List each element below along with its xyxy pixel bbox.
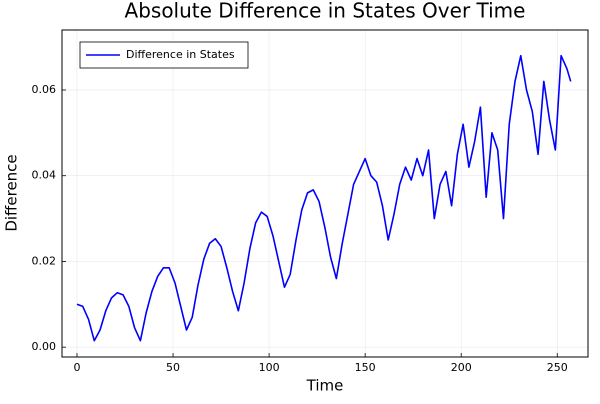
x-tick-label: 100 <box>259 361 280 374</box>
x-tick-label: 0 <box>73 361 80 374</box>
x-tick-label: 250 <box>547 361 568 374</box>
y-tick-label: 0.06 <box>32 83 57 96</box>
legend-label: Difference in States <box>126 48 235 61</box>
y-axis-label: Difference <box>3 154 21 231</box>
chart-title: Absolute Difference in States Over Time <box>125 0 526 23</box>
data-line <box>76 54 572 342</box>
x-tick-label: 150 <box>355 361 376 374</box>
x-tick-label: 200 <box>451 361 472 374</box>
y-tick-label: 0.00 <box>32 340 57 353</box>
x-tick-label: 50 <box>166 361 180 374</box>
plot-frame <box>61 29 589 358</box>
x-axis-label: Time <box>306 377 344 395</box>
y-tick-label: 0.02 <box>32 254 57 267</box>
y-tick-label: 0.04 <box>32 169 57 182</box>
